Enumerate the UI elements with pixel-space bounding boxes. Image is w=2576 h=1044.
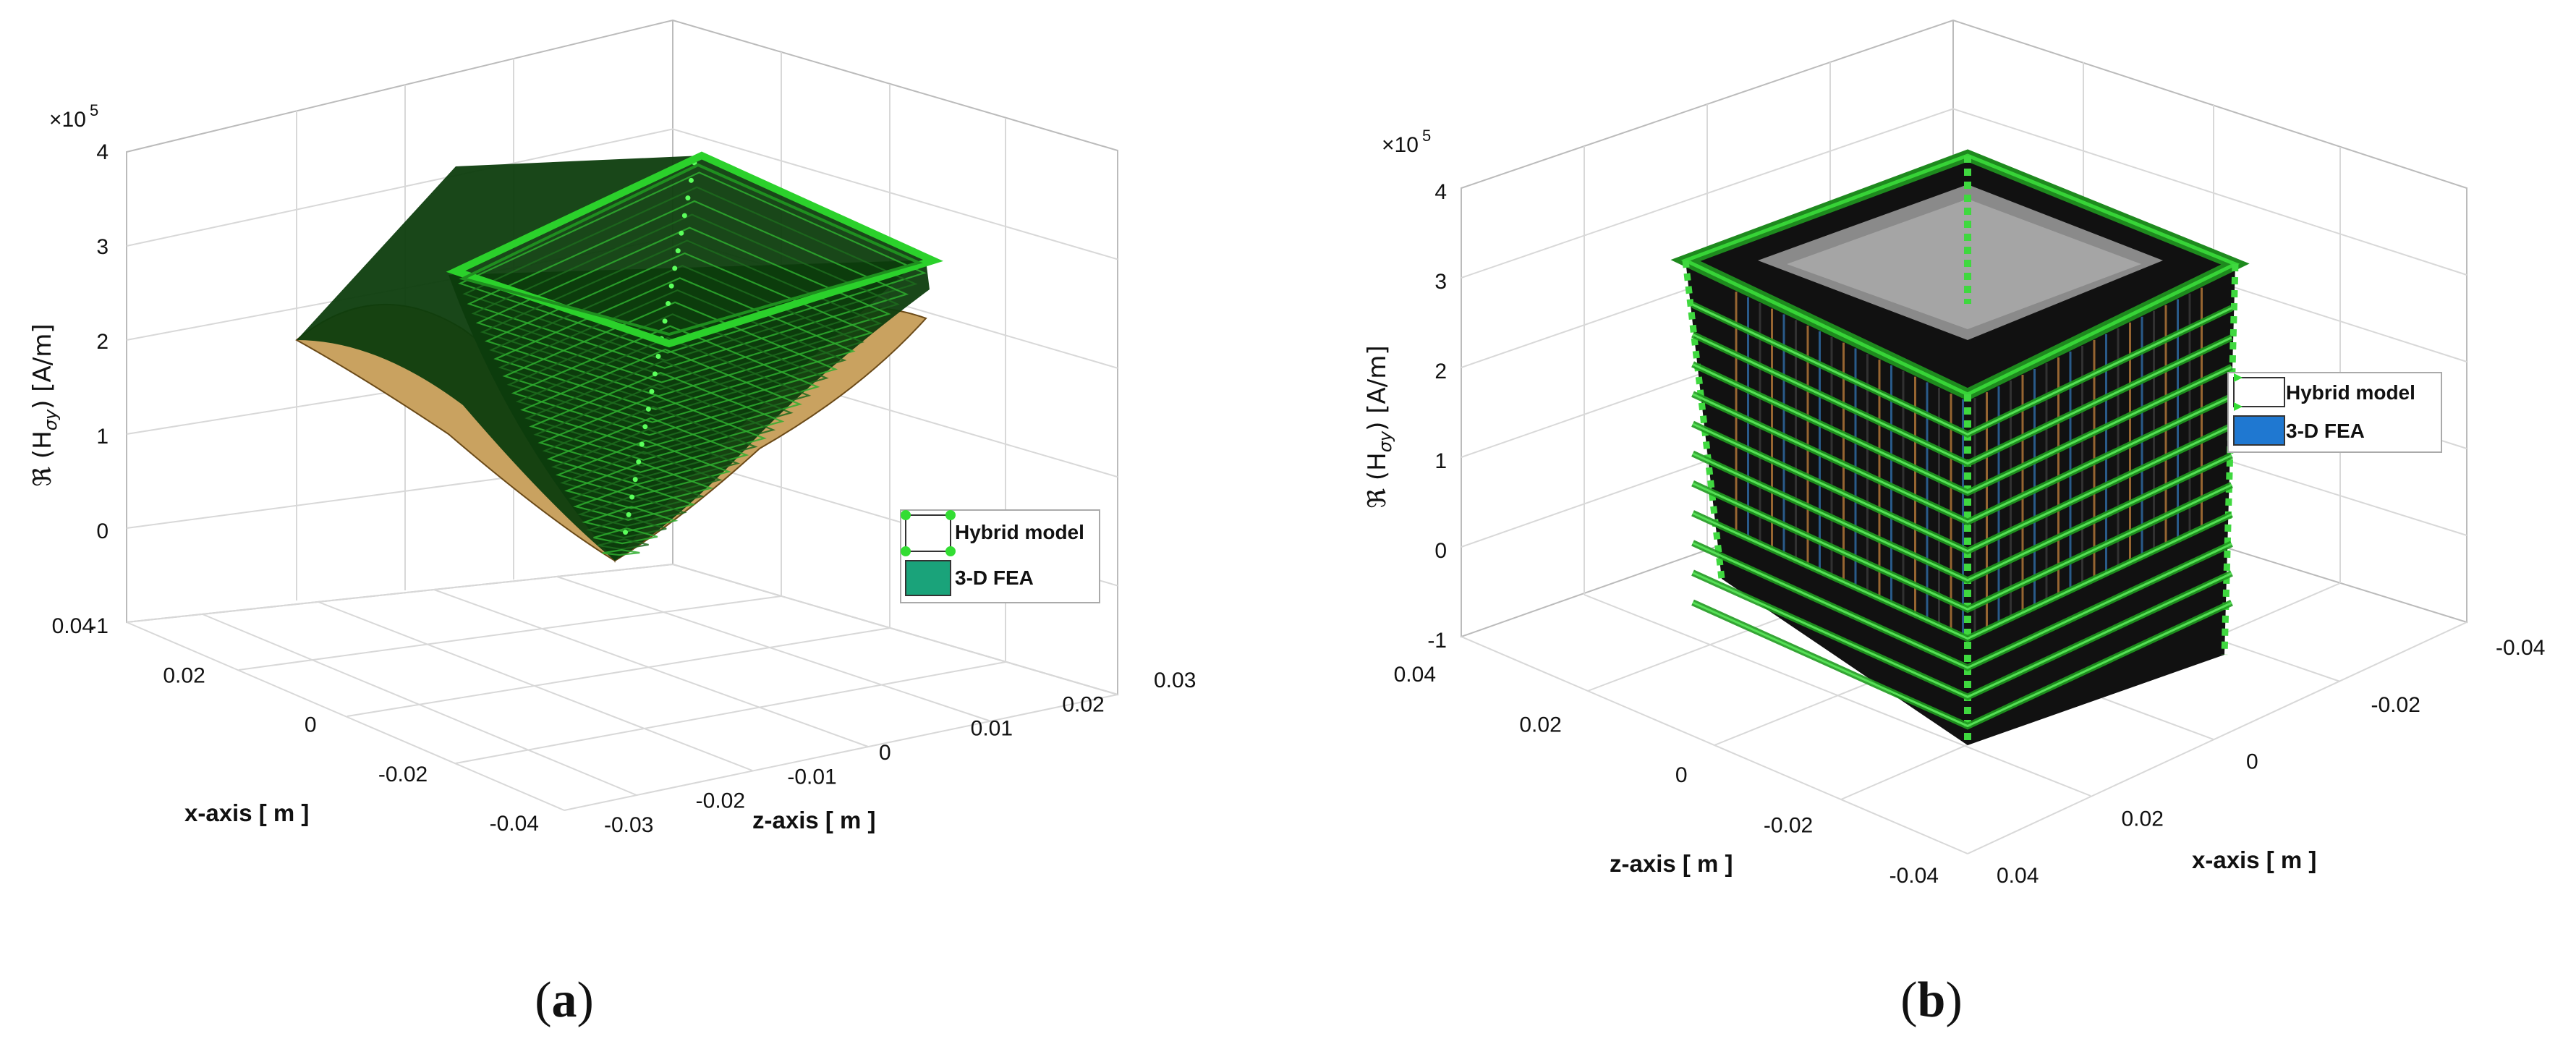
y-tick-label: -1 <box>89 614 109 638</box>
z-tick-label: 0.01 <box>971 717 1013 741</box>
panel-a-y-ticks: 4 3 2 1 0 -1 <box>89 140 109 638</box>
panel-b-caption: (b) <box>1900 972 1963 1028</box>
panel-a-caption: (a) <box>535 972 594 1028</box>
z-tick-label: 0.04 <box>1394 663 1436 687</box>
panel-a-exponent-base: ×10 <box>49 108 86 132</box>
x-tick-label: -0.04 <box>490 812 539 836</box>
panel-b-x-ticks: -0.04 -0.02 0 0.02 0.04 <box>1997 636 2545 888</box>
panel-b-legend: Hybrid model 3-D FEA <box>2227 372 2442 453</box>
x-tick-label: 0.04 <box>1997 864 2039 888</box>
panel-b-z-ticks: 0.04 0.02 0 -0.02 -0.04 <box>1394 663 1939 888</box>
x-tick-label: 0.04 <box>52 614 94 638</box>
panel-b-z-label: z-axis [ m ] <box>1610 850 1733 877</box>
z-tick-label: -0.02 <box>1764 814 1813 838</box>
panel-a-legend: Hybrid model 3-D FEA <box>900 509 1100 603</box>
y-tick-label: 0 <box>1434 539 1447 563</box>
z-tick-label: -0.01 <box>787 765 836 789</box>
y-tick-label: 1 <box>96 425 109 449</box>
panel-b-exponent-base: ×10 <box>1382 133 1419 157</box>
panel-a-y-label: ℜ (Hσy) [A/m] <box>28 323 61 486</box>
panel-b-y-label: ℜ (Hσy) [A/m] <box>1363 345 1395 508</box>
legend-marker-icon <box>945 510 956 520</box>
y-tick-label: 4 <box>96 140 109 164</box>
y-tick-label: 3 <box>96 235 109 259</box>
legend-marker-icon <box>945 546 956 556</box>
panel-a-grid <box>126 19 1118 811</box>
z-tick-label: -0.04 <box>1890 864 1939 888</box>
y-tick-label: 3 <box>1434 270 1447 294</box>
x-tick-label: 0.02 <box>2122 807 2164 831</box>
legend-label-fea: 3-D FEA <box>955 566 1034 589</box>
y-tick-label: 4 <box>1434 180 1447 204</box>
y-tick-label: 0 <box>96 519 109 543</box>
legend-label-hybrid: Hybrid model <box>955 521 1084 543</box>
x-tick-label: -0.02 <box>2371 693 2420 717</box>
x-tick-label: 0.02 <box>163 663 205 687</box>
legend-marker-icon <box>901 546 911 556</box>
legend-marker-icon <box>2234 373 2243 382</box>
z-tick-label: -0.03 <box>604 813 653 837</box>
legend-swatch-fea <box>2233 415 2285 446</box>
x-tick-label: -0.02 <box>378 763 428 786</box>
panel-b-y-ticks: 4 3 2 1 0 -1 <box>1427 180 1447 653</box>
legend-label-fea: 3-D FEA <box>2286 420 2365 442</box>
x-tick-label: 0 <box>2246 750 2258 774</box>
panel-b-surface-fea <box>1686 156 2235 745</box>
svg-text:ℜ (Hσy) [A/m]: ℜ (Hσy) [A/m] <box>1363 345 1395 508</box>
panel-b-exponent-power: 5 <box>1422 127 1431 145</box>
z-tick-label: -0.02 <box>696 789 745 813</box>
legend-label-hybrid: Hybrid model <box>2286 381 2415 404</box>
y-tick-label: 2 <box>1434 360 1447 383</box>
panel-a-exponent-power: 5 <box>90 101 98 119</box>
z-tick-label: 0 <box>879 741 891 765</box>
y-tick-label: 1 <box>1434 449 1447 473</box>
panel-a-z-label: z-axis [ m ] <box>752 807 876 833</box>
z-tick-label: 0.02 <box>1519 713 1561 737</box>
panel-b-surface-hybrid <box>1670 149 2250 745</box>
panel-b-x-label: x-axis [ m ] <box>2192 846 2316 873</box>
z-tick-label: 0 <box>1675 763 1688 787</box>
z-tick-label: 0.03 <box>1154 669 1196 692</box>
legend-marker-icon <box>901 510 911 520</box>
panel-a-x-ticks: 0.04 0.02 0 -0.02 -0.04 <box>52 614 539 836</box>
y-tick-label: 2 <box>96 330 109 354</box>
svg-text:ℜ (Hσy) [A/m]: ℜ (Hσy) [A/m] <box>28 323 61 486</box>
legend-marker-icon <box>2234 402 2243 411</box>
x-tick-label: 0 <box>305 713 317 737</box>
x-tick-label: -0.04 <box>2496 636 2545 660</box>
z-tick-label: 0.02 <box>1062 692 1104 716</box>
panel-a-z-ticks: -0.03 -0.02 -0.01 0 0.01 0.02 0.03 <box>604 669 1196 837</box>
panel-a-x-label: x-axis [ m ] <box>184 799 309 826</box>
y-tick-label: -1 <box>1427 629 1447 653</box>
legend-swatch-fea <box>905 560 951 596</box>
panel-a-surface-hybrid <box>297 151 943 561</box>
